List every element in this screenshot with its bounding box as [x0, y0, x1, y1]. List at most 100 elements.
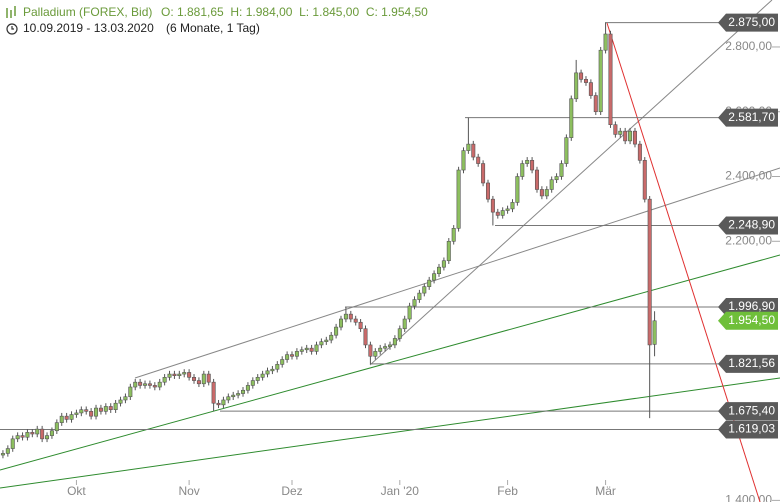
candle-body — [113, 402, 118, 410]
candle-body — [329, 334, 334, 341]
candle-body — [84, 409, 89, 412]
candle-body — [334, 326, 339, 336]
candle-body — [436, 266, 441, 274]
candle-body — [358, 321, 363, 330]
candle-body — [79, 409, 84, 414]
candle-body — [583, 79, 588, 83]
candle-body — [49, 430, 54, 436]
candle-body — [304, 347, 309, 351]
candle-body — [89, 411, 94, 417]
candle-body — [441, 260, 446, 268]
candle-body — [652, 320, 657, 345]
candle-body — [314, 344, 319, 352]
candle-body — [192, 377, 197, 381]
candle-body — [167, 373, 172, 378]
candle-body — [515, 176, 520, 203]
level-labels: 2.875,00 2.581,70 2.248,90 1.996,90 1.821,56… — [718, 13, 778, 439]
candle-body — [255, 377, 260, 381]
candle-body — [299, 349, 304, 352]
candle-body — [172, 373, 177, 376]
candle-body — [64, 415, 69, 420]
candle-body — [196, 380, 201, 385]
trend-line — [134, 167, 780, 379]
candle-body — [559, 163, 564, 177]
candle-body — [143, 383, 148, 386]
candle-body — [133, 381, 138, 388]
candle-body — [520, 163, 525, 177]
header: Palladium (FOREX, Bid) O: 1.881,65 H: 1.… — [6, 5, 428, 35]
candle-body — [5, 448, 10, 454]
candle-body — [270, 368, 275, 372]
level-label-box — [718, 216, 778, 235]
candle-body — [613, 124, 618, 135]
candle-body — [637, 143, 642, 161]
candle-body — [422, 286, 427, 294]
candles — [0, 22, 657, 459]
candle-body — [157, 381, 162, 388]
candle-body — [162, 377, 167, 383]
candle-body — [495, 211, 500, 216]
candle-body — [0, 453, 5, 456]
candle-body — [564, 137, 569, 164]
candle-body — [294, 351, 299, 357]
candle-body — [525, 160, 530, 164]
candle-body — [387, 344, 392, 347]
candle-body — [201, 373, 206, 385]
level-label: 1.675,40 — [728, 403, 775, 417]
y-tick-label: 2.200,00 — [725, 233, 772, 247]
candle-body — [324, 339, 329, 342]
candle-body — [368, 344, 373, 357]
candle-body — [290, 354, 295, 357]
candle-body — [30, 432, 35, 435]
period: (6 Monate, 1 Tag) — [166, 21, 260, 35]
candle-body — [402, 318, 407, 330]
candle-body — [397, 328, 402, 339]
level-label-box — [718, 13, 778, 32]
candle-body — [98, 407, 103, 412]
candle-body — [490, 198, 495, 213]
candle-body — [378, 347, 383, 352]
candle-body — [245, 385, 250, 391]
candle-body — [260, 373, 265, 378]
candle-body — [588, 82, 593, 96]
chart-title: Palladium (FOREX, Bid) — [23, 5, 152, 19]
candle-body — [647, 198, 652, 346]
level-label: 1.996,90 — [728, 299, 775, 313]
x-tick-label: Feb — [497, 484, 518, 498]
candle-body — [309, 347, 314, 352]
candle-body — [392, 338, 397, 346]
candle-body — [94, 407, 99, 417]
candle-body — [221, 399, 226, 406]
x-tick-label: Mär — [595, 484, 616, 498]
candle-body — [432, 273, 437, 281]
candle-body — [69, 414, 74, 420]
candle-body — [598, 49, 603, 113]
candle-body — [481, 163, 486, 184]
level-label-box — [718, 354, 778, 373]
candle-body — [451, 228, 456, 242]
level-label-box — [718, 298, 778, 317]
trend-line — [369, 0, 773, 366]
candle-body — [275, 364, 280, 370]
x-tick-label: Nov — [178, 484, 199, 498]
candle-body — [632, 130, 637, 145]
candle-body — [250, 380, 255, 386]
level-label-box — [718, 402, 778, 421]
candle-body — [456, 169, 461, 229]
candle-body — [383, 346, 388, 349]
candle-body — [177, 373, 182, 376]
candle-body — [427, 279, 432, 287]
candle-body — [10, 438, 15, 449]
candle-body — [20, 435, 25, 438]
levels — [0, 22, 720, 430]
y-tick-label: 2.800,00 — [725, 39, 772, 53]
candle-body — [182, 372, 187, 375]
clock-icon — [6, 23, 18, 35]
candle-body — [549, 179, 554, 190]
candle-body — [485, 182, 490, 200]
candle-body — [15, 435, 20, 440]
candle-body — [74, 412, 79, 415]
candle-body — [544, 189, 549, 197]
